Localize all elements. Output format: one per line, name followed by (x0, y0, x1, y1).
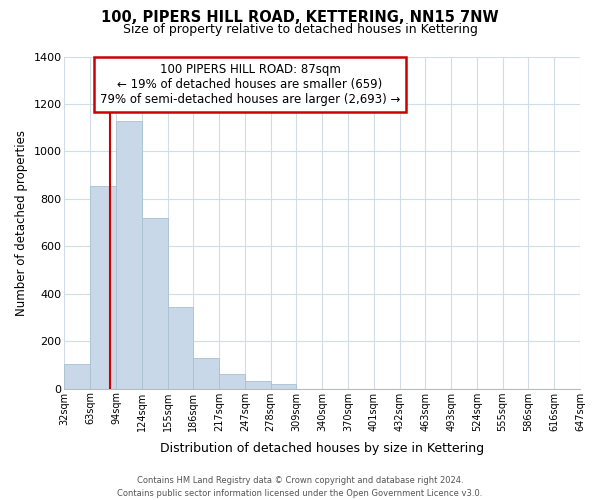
Text: Contains HM Land Registry data © Crown copyright and database right 2024.
Contai: Contains HM Land Registry data © Crown c… (118, 476, 482, 498)
Text: 100 PIPERS HILL ROAD: 87sqm
← 19% of detached houses are smaller (659)
79% of se: 100 PIPERS HILL ROAD: 87sqm ← 19% of det… (100, 63, 400, 106)
Bar (219, 374, 245, 388)
Text: 100, PIPERS HILL ROAD, KETTERING, NN15 7NW: 100, PIPERS HILL ROAD, KETTERING, NN15 7… (101, 10, 499, 25)
Bar (142, 218, 167, 388)
Y-axis label: Number of detached properties: Number of detached properties (15, 130, 28, 316)
Text: Size of property relative to detached houses in Kettering: Size of property relative to detached ho… (122, 22, 478, 36)
Bar (193, 358, 219, 388)
Bar (116, 120, 142, 388)
Bar (245, 382, 271, 388)
Bar (167, 307, 193, 388)
Bar (271, 384, 296, 388)
Bar (64, 364, 90, 388)
X-axis label: Distribution of detached houses by size in Kettering: Distribution of detached houses by size … (160, 442, 484, 455)
Bar (90, 186, 116, 388)
